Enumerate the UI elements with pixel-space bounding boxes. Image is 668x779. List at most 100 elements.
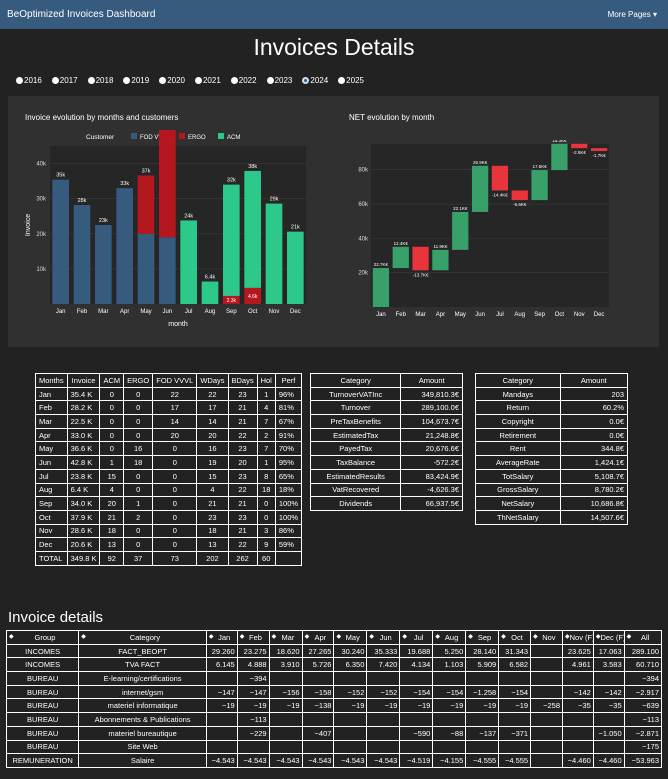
radio-icon[interactable]: [266, 77, 274, 84]
table-row: Mar 22.5 K 0 0 14 14 21 7 67%: [35, 414, 303, 429]
table-row: TurnoverVATInc 349,810.3€: [309, 386, 463, 402]
column-header[interactable]: ◆ All: [623, 630, 663, 645]
column-header[interactable]: Invoice: [66, 373, 101, 388]
table-cell: 0: [99, 427, 125, 443]
radio-icon[interactable]: [51, 77, 59, 84]
radio-icon[interactable]: [302, 77, 310, 84]
column-header[interactable]: Category: [475, 373, 561, 388]
sort-icon[interactable]: ◆: [81, 633, 86, 640]
year-option-2022[interactable]: 2022: [230, 76, 257, 85]
bar-segment: [180, 220, 197, 304]
sort-icon[interactable]: ◆: [208, 633, 214, 640]
column-header[interactable]: ACM: [99, 373, 125, 388]
column-header[interactable]: ◆ May: [333, 630, 368, 645]
table-cell: Oct: [35, 509, 68, 525]
column-header[interactable]: ERGO: [123, 373, 154, 388]
sort-icon[interactable]: ◆: [9, 633, 14, 640]
bar-segment: [201, 281, 219, 304]
column-header[interactable]: ◆ Nov (F): [562, 630, 594, 645]
column-header[interactable]: ◆ Nov: [530, 630, 563, 645]
column-header[interactable]: ◆ Category: [78, 630, 207, 645]
column-header[interactable]: ◆ Aug: [432, 630, 467, 645]
year-option-2017[interactable]: 2017: [51, 76, 78, 85]
table-row: BUREAU Site Web −175: [5, 739, 663, 755]
year-option-2024[interactable]: 2024: [302, 76, 328, 85]
column-header[interactable]: ◆ Jun: [366, 630, 401, 645]
table-cell: 0: [256, 496, 276, 511]
year-option-2016[interactable]: 2016: [16, 76, 42, 85]
bar-label: 6.4k: [205, 275, 216, 281]
radio-icon[interactable]: [123, 77, 131, 84]
x-tick-label: Jun: [475, 312, 485, 318]
sort-icon[interactable]: ◆: [271, 633, 277, 640]
table-cell: 60.2%: [559, 400, 629, 416]
table-cell: BUREAU: [5, 739, 80, 755]
more-pages-dropdown[interactable]: More Pages ▾: [608, 10, 657, 19]
radio-icon[interactable]: [230, 77, 238, 84]
sort-icon[interactable]: ◆: [468, 633, 473, 640]
sort-icon[interactable]: ◆: [565, 633, 570, 640]
column-header[interactable]: BDays: [227, 373, 258, 388]
waterfall-bar: [412, 246, 429, 271]
radio-icon[interactable]: [16, 77, 23, 84]
table-cell: 21: [227, 496, 258, 511]
table-cell: [366, 725, 401, 741]
column-header[interactable]: WDays: [196, 373, 229, 388]
table-cell: BUREAU: [5, 671, 80, 686]
table-cell: −19: [333, 698, 368, 714]
x-tick-label: Oct: [555, 312, 565, 318]
radio-icon[interactable]: [87, 77, 95, 84]
brand-link[interactable]: BeOptimized Invoices Dashboard: [7, 9, 156, 20]
sort-icon[interactable]: ◆: [304, 633, 310, 640]
table-cell: [465, 739, 500, 755]
sort-icon[interactable]: ◆: [402, 633, 407, 640]
sort-icon[interactable]: ◆: [435, 633, 440, 640]
sort-icon[interactable]: ◆: [626, 633, 632, 640]
year-option-2025[interactable]: 2025: [338, 76, 364, 85]
sort-icon[interactable]: ◆: [533, 633, 538, 640]
radio-icon[interactable]: [159, 77, 167, 84]
column-header[interactable]: ◆ Apr: [301, 630, 335, 645]
column-header[interactable]: Hol: [256, 373, 276, 388]
year-option-2021[interactable]: 2021: [194, 76, 221, 85]
table-cell: −156: [268, 684, 303, 700]
radio-icon[interactable]: [194, 77, 202, 84]
table-cell: 6.350: [333, 657, 368, 673]
column-header[interactable]: Amount: [559, 373, 629, 388]
sort-icon[interactable]: ◆: [501, 633, 506, 640]
table-cell: [366, 739, 401, 755]
table-cell: NetSalary: [475, 496, 561, 511]
year-option-2018[interactable]: 2018: [87, 76, 113, 85]
column-header[interactable]: ◆ Oct: [498, 630, 532, 645]
column-header[interactable]: ◆ Jan: [205, 630, 238, 645]
column-header[interactable]: ◆ Group: [5, 630, 80, 645]
table-row: BUREAU E-learning/certifications −394 −394: [5, 671, 663, 686]
radio-icon[interactable]: [338, 77, 346, 84]
year-option-2023[interactable]: 2023: [266, 76, 292, 85]
table-cell: 36.6 K: [66, 441, 101, 457]
sort-icon[interactable]: ◆: [239, 633, 245, 640]
table-cell: 104,673.7€: [400, 414, 463, 429]
column-header[interactable]: ◆ Feb: [236, 630, 270, 645]
column-header[interactable]: ◆ Jul: [399, 630, 434, 645]
year-label: 2020: [167, 76, 185, 85]
sort-icon[interactable]: ◆: [595, 633, 601, 640]
column-header[interactable]: Category: [309, 373, 402, 388]
year-option-2019[interactable]: 2019: [123, 76, 149, 85]
column-header[interactable]: Amount: [400, 373, 463, 388]
table-cell: 1: [256, 455, 276, 470]
table-cell: [592, 739, 625, 755]
column-header[interactable]: Perf: [274, 373, 303, 388]
table-cell: −639: [623, 698, 663, 714]
table-cell: Jan: [35, 386, 68, 402]
sort-icon[interactable]: ◆: [336, 633, 342, 640]
sort-icon[interactable]: ◆: [369, 633, 375, 640]
table-cell: 0: [99, 386, 125, 402]
column-header[interactable]: ◆ Sep: [465, 630, 500, 645]
column-header[interactable]: FOD VVVL: [152, 373, 198, 388]
x-tick-label: Jun: [162, 309, 172, 315]
column-header[interactable]: ◆ Mar: [268, 630, 303, 645]
column-header[interactable]: ◆ Dec (F): [592, 630, 625, 645]
year-option-2020[interactable]: 2020: [159, 76, 185, 85]
column-header[interactable]: Months: [35, 373, 68, 388]
